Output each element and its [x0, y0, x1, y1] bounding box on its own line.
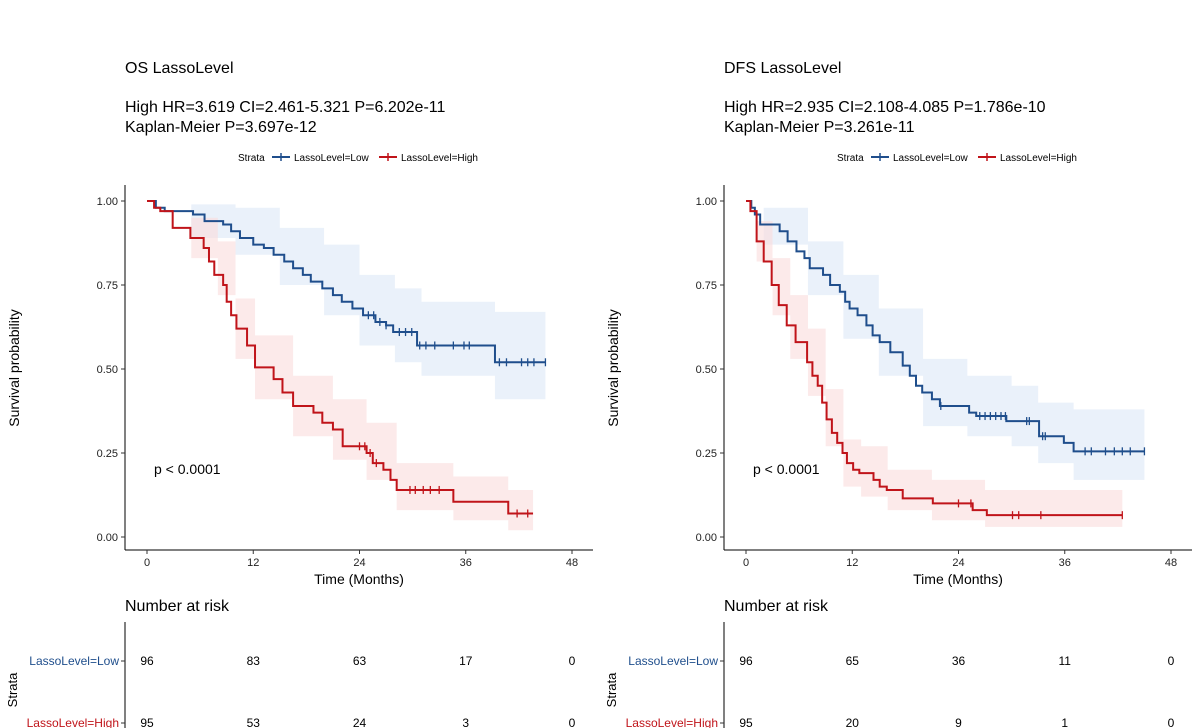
y-tick-label: 0.75 [696, 280, 717, 292]
p-value-annotation: p < 0.0001 [753, 461, 820, 477]
legend: Strata LassoLevel=Low LassoLevel=High [837, 153, 1077, 164]
x-tick-label: 48 [566, 557, 578, 569]
y-tick-label: 1.00 [696, 196, 717, 208]
x-tick-label: 12 [247, 557, 259, 569]
y-tick-label: 0.50 [97, 364, 118, 376]
risk-row-label: LassoLevel=High [27, 716, 119, 728]
risk-value: 65 [846, 654, 860, 668]
legend-title: Strata [837, 153, 864, 164]
x-tick-label: 12 [846, 557, 858, 569]
risk-value: 0 [1168, 654, 1175, 668]
risk-value: 9 [955, 716, 962, 728]
y-axis-label: Survival probability [6, 309, 22, 427]
risk-table-title: Number at risk [724, 598, 829, 615]
panel-dfs: DFS LassoLevel High HR=2.935 CI=2.108-4.0… [604, 60, 1192, 728]
ci-band-high [746, 201, 1123, 527]
ci-band-high [147, 201, 534, 531]
survival-curve-low [746, 200, 1145, 453]
survival-curve-low [147, 200, 546, 364]
risk-value: 0 [569, 654, 576, 668]
risk-value: 3 [462, 716, 469, 728]
chart-title: OS LassoLevel [125, 60, 234, 77]
legend-label: LassoLevel=Low [294, 153, 370, 164]
x-tick-label: 0 [743, 557, 749, 569]
chart-subtitle: Kaplan-Meier P=3.697e-12 [125, 119, 317, 136]
survival-curve-high [147, 200, 534, 515]
y-tick-label: 0.75 [97, 280, 118, 292]
risk-table-ylabel: Strata [604, 672, 619, 707]
risk-value: 0 [569, 716, 576, 728]
y-tick-label: 0.00 [696, 532, 717, 544]
legend: Strata LassoLevel=Low LassoLevel=High [238, 153, 478, 164]
y-tick-label: 0.00 [97, 532, 118, 544]
risk-value: 0 [1168, 716, 1175, 728]
risk-value: 36 [952, 654, 966, 668]
risk-table: Number at risk Strata LassoLevel=Low 96 83 63… [5, 598, 576, 728]
risk-row-label: LassoLevel=Low [29, 654, 119, 668]
risk-value: 95 [140, 716, 154, 728]
y-tick-label: 1.00 [97, 196, 118, 208]
x-tick-label: 0 [144, 557, 150, 569]
x-tick-label: 24 [353, 557, 365, 569]
risk-value: 11 [1059, 654, 1072, 668]
y-tick-label: 0.25 [97, 448, 118, 460]
ci-band-low [147, 201, 546, 400]
chart-title: DFS LassoLevel [724, 60, 841, 77]
risk-value: 63 [353, 654, 367, 668]
x-axis-label: Time (Months) [913, 571, 1003, 587]
panel-os: OS LassoLevel High HR=3.619 CI=2.461-5.32… [5, 60, 593, 728]
p-value-annotation: p < 0.0001 [154, 461, 221, 477]
y-tick-label: 0.50 [696, 364, 717, 376]
chart-subtitle: High HR=3.619 CI=2.461-5.321 P=6.202e-11 [125, 99, 445, 116]
x-tick-label: 24 [952, 557, 964, 569]
risk-table-ylabel: Strata [5, 672, 20, 707]
risk-table: Number at risk Strata LassoLevel=Low 96 65 36… [604, 598, 1175, 728]
chart-subtitle: Kaplan-Meier P=3.261e-11 [724, 119, 915, 136]
legend-title: Strata [238, 153, 265, 164]
risk-value: 24 [353, 716, 367, 728]
x-tick-label: 48 [1165, 557, 1177, 569]
risk-value: 96 [140, 654, 154, 668]
x-axis-label: Time (Months) [314, 571, 404, 587]
legend-label: LassoLevel=High [401, 153, 478, 164]
y-axis-label: Survival probability [605, 309, 621, 427]
x-tick-label: 36 [460, 557, 472, 569]
y-tick-label: 0.25 [696, 448, 717, 460]
legend-label: LassoLevel=Low [893, 153, 969, 164]
risk-row-label: LassoLevel=Low [628, 654, 718, 668]
survival-curve-high [746, 200, 1123, 517]
risk-value: 95 [739, 716, 753, 728]
chart-subtitle: High HR=2.935 CI=2.108-4.085 P=1.786e-10 [724, 99, 1046, 116]
legend-label: LassoLevel=High [1000, 153, 1077, 164]
risk-table-title: Number at risk [125, 598, 230, 615]
ci-band-low [746, 201, 1145, 480]
risk-value: 1 [1061, 716, 1068, 728]
risk-value: 17 [459, 654, 473, 668]
risk-value: 53 [247, 716, 261, 728]
risk-value: 20 [846, 716, 860, 728]
risk-value: 96 [739, 654, 753, 668]
risk-row-label: LassoLevel=High [626, 716, 718, 728]
risk-value: 83 [247, 654, 261, 668]
x-tick-label: 36 [1059, 557, 1071, 569]
